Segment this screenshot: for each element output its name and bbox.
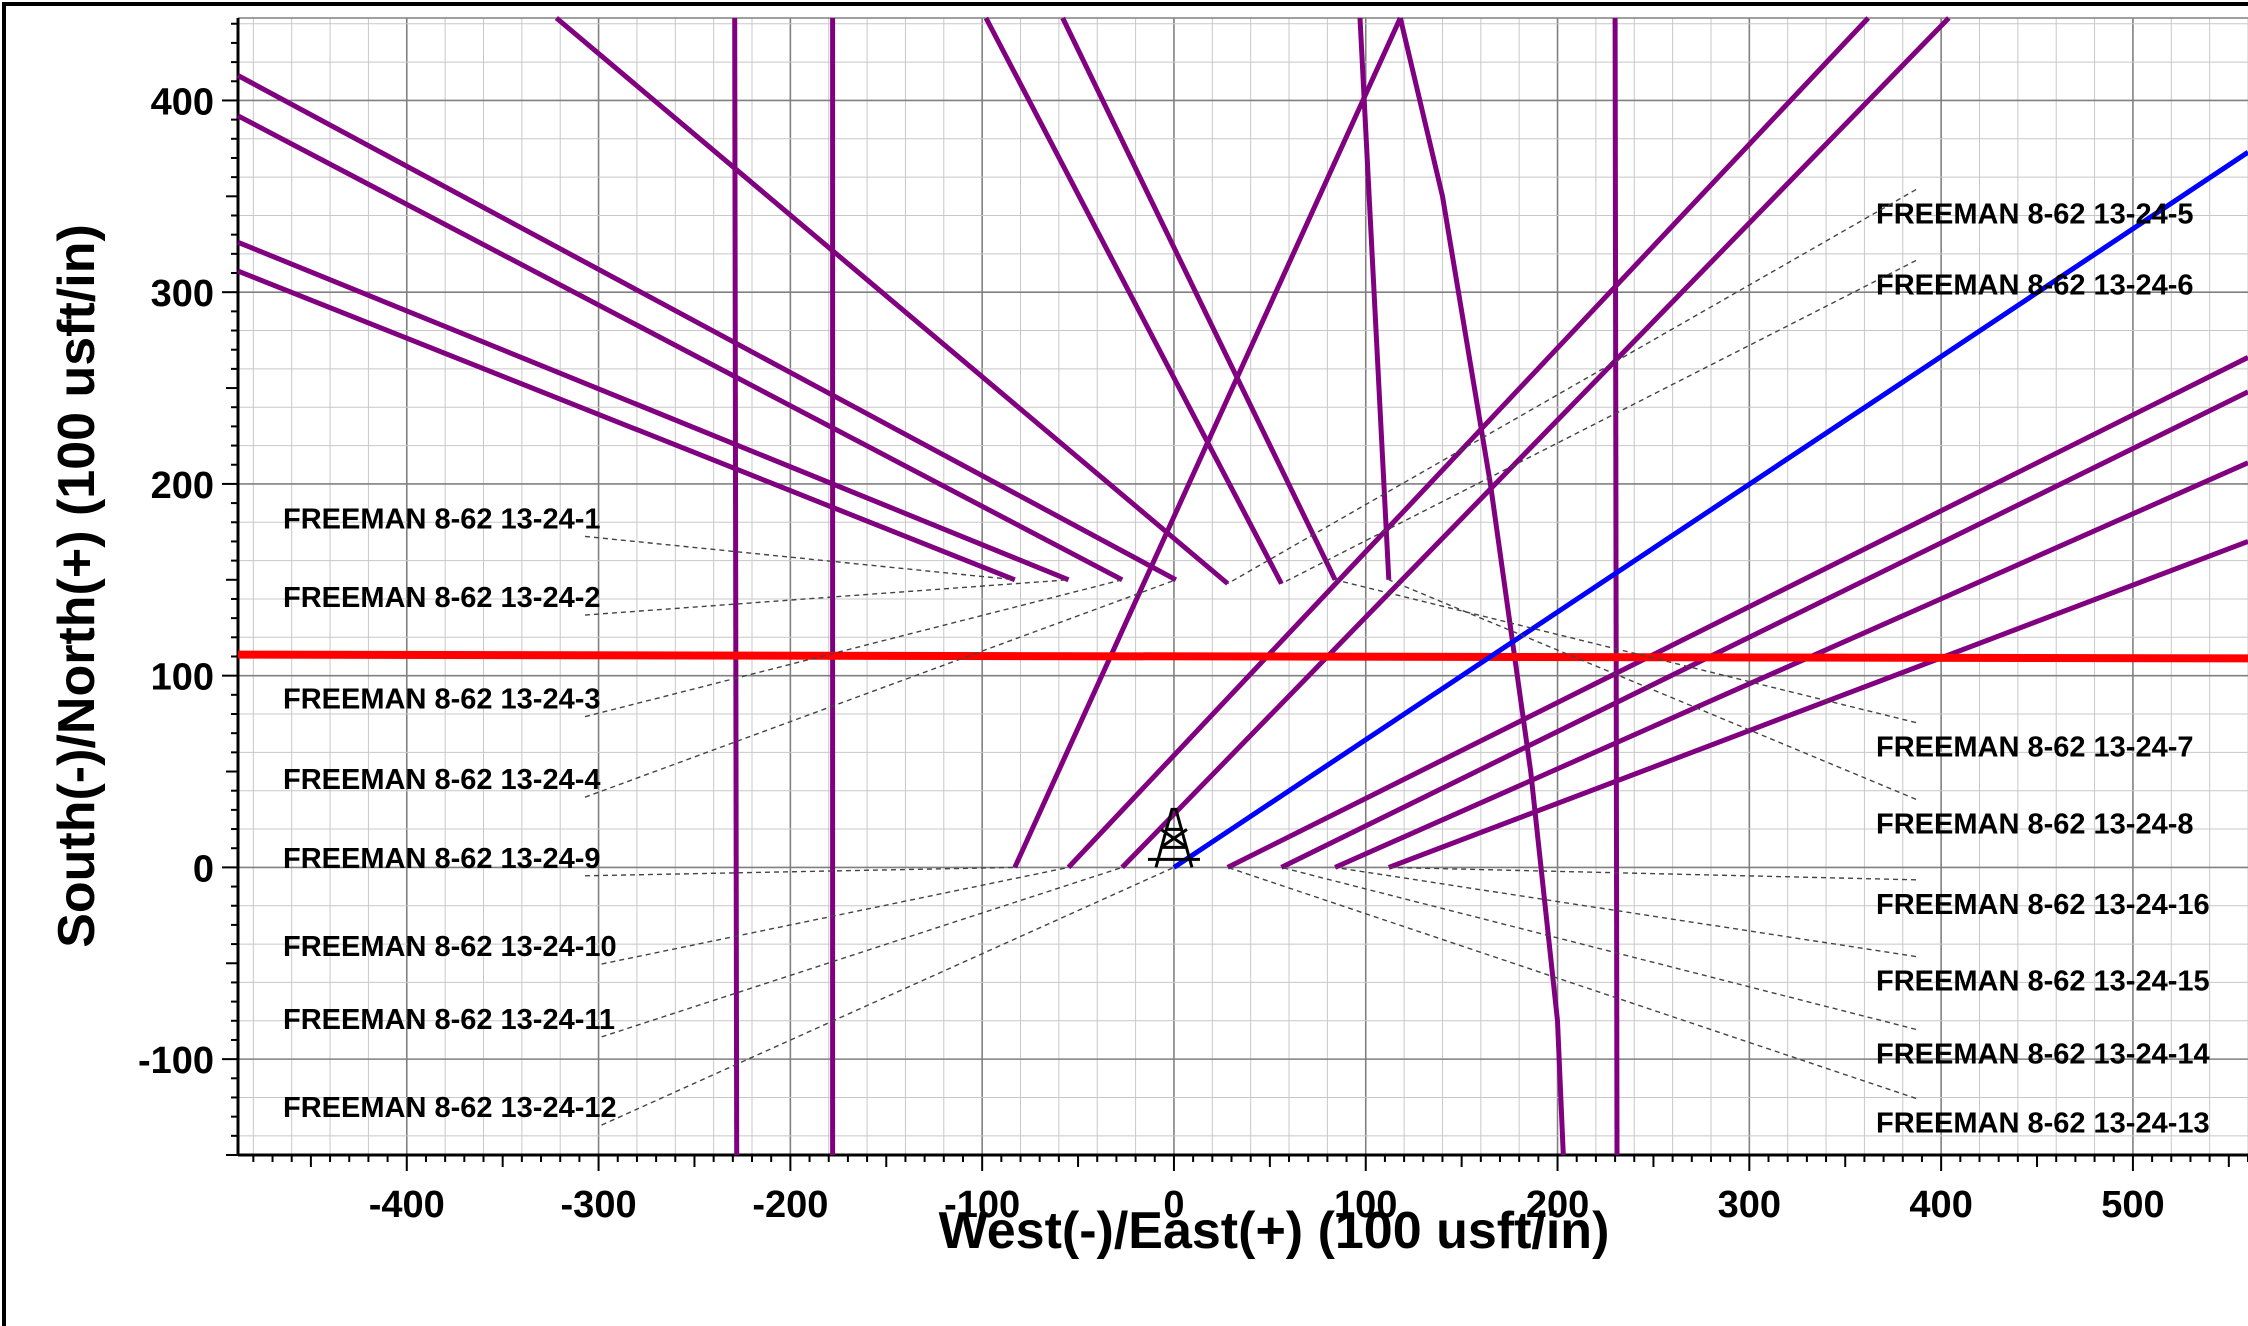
well-label: FREEMAN 8-62 13-24-8 [1876,808,2194,840]
y-tick-label: 0 [193,848,214,890]
axes-layer: -400 -300 -200 -100 0 100 200 300 400 500 -100 0 100… [138,17,2248,1226]
current-well-path [1172,150,2248,870]
well-path [237,239,1070,583]
well-path [554,16,1230,586]
x-tick-label: 500 [2101,1184,2164,1226]
x-tick-label: 200 [1526,1184,1589,1226]
well-path [1280,389,2248,870]
well-path [236,73,1178,583]
well-path [983,16,1284,585]
well-label: FREEMAN 8-62 13-24-14 [1876,1038,2210,1070]
y-axis-title: South(-)/North(+) (100 usft/in) [48,224,106,948]
well-label: FREEMAN 8-62 13-24-16 [1876,889,2210,921]
label-leader-line [584,579,1123,718]
label-leader-line [601,866,1123,1038]
x-tick-label: 100 [1334,1184,1397,1226]
x-tick-label: 400 [1909,1184,1972,1226]
x-tick-label: -300 [561,1184,637,1226]
label-leader-line [601,866,1069,965]
label-leader-line [1388,866,1917,881]
well-label: FREEMAN 8-62 13-24-15 [1876,966,2210,998]
label-leader-line [1281,259,1917,585]
y-tick-label: 200 [151,465,214,507]
label-leader-line [1334,866,1917,958]
x-tick-label: -200 [752,1184,828,1226]
well-path [237,268,1016,583]
label-leader-line [601,866,1175,1126]
well-path [236,113,1124,583]
label-leader-line [1227,866,1917,1100]
well-label: FREEMAN 8-62 13-24-3 [283,684,601,716]
label-leader-line [1334,579,1917,724]
y-tick-label: 300 [151,273,214,315]
y-tick-label: 100 [151,657,214,699]
grid-layer [238,18,2248,1155]
well-label: FREEMAN 8-62 13-24-1 [283,503,601,535]
well-path [1120,16,1951,870]
x-tick-label: 0 [1163,1184,1184,1226]
well-path [1226,355,2248,870]
x-axis-title: West(-)/East(+) (100 usft/in) [939,1202,1610,1260]
well-path [1387,539,2248,870]
y-tick-label: 400 [151,81,214,123]
label-leader-line [1281,866,1917,1031]
rig-derrick [1147,807,1200,868]
label-leader-line [584,579,1177,798]
drilling-rig-icon [1147,807,1200,868]
well-label: FREEMAN 8-62 13-24-12 [283,1092,617,1124]
well-path [1012,16,1403,869]
series-layer [236,16,2248,1156]
well-path [1066,16,1871,870]
well-path [732,17,740,1156]
well-label: FREEMAN 8-62 13-24-11 [283,1004,615,1036]
well-path [1397,17,1566,1156]
x-tick-label: -100 [944,1184,1020,1226]
well-label: FREEMAN 8-62 13-24-7 [1876,732,2194,764]
well-path [1060,16,1338,581]
well-label: FREEMAN 8-62 13-24-10 [283,931,617,963]
well-label: FREEMAN 8-62 13-24-4 [283,764,601,796]
well-label: FREEMAN 8-62 13-24-13 [1876,1107,2210,1139]
x-tick-label: 300 [1718,1184,1781,1226]
well-label: FREEMAN 8-62 13-24-5 [1876,199,2194,231]
well-label: FREEMAN 8-62 13-24-6 [1876,270,2194,302]
boundary-line [237,650,2248,663]
annotation-layer: FREEMAN 8-62 13-24-1 FREEMAN 8-62 13-24-2… [283,188,2210,1139]
label-leader-line [1227,188,1917,585]
well-label: FREEMAN 8-62 13-24-2 [283,582,601,614]
well-path [1334,460,2248,870]
well-path [1612,17,1620,1156]
well-path [1357,17,1392,580]
y-tick-label: -100 [138,1040,214,1082]
x-tick-label: -400 [369,1184,445,1226]
well-label: FREEMAN 8-62 13-24-9 [283,843,601,875]
